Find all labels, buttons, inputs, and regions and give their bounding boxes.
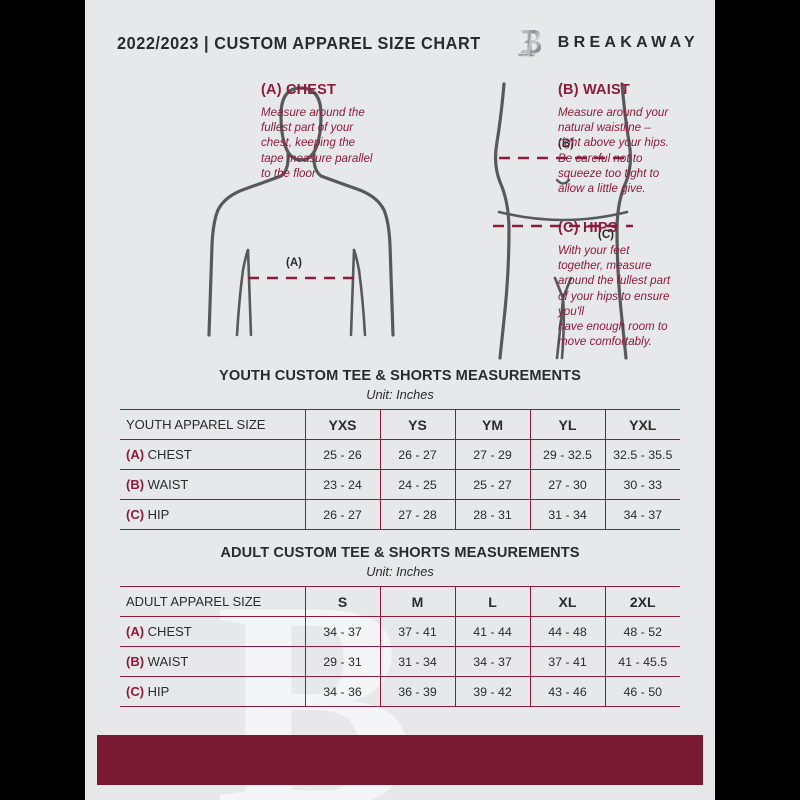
- youth-cell-0-2: 27 - 29: [454, 439, 531, 470]
- youth-row-name-1: WAIST: [147, 477, 189, 492]
- adult-cell-2-0: 34 - 36: [304, 676, 381, 707]
- youth-col-header-2: YM: [454, 409, 531, 440]
- adult-row-tag-1: (B): [126, 654, 145, 669]
- adult-table-header-row: ADULT APPAREL SIZE S M L XL 2XL: [120, 586, 680, 617]
- youth-col-header-1: YS: [379, 409, 456, 440]
- youth-row-tag-1: (B): [126, 477, 145, 492]
- youth-cell-0-1: 26 - 27: [379, 439, 456, 470]
- waist-line-label: (B): [558, 138, 574, 150]
- adult-cell-1-1: 31 - 34: [379, 646, 456, 677]
- adult-col-header-1: M: [379, 586, 456, 617]
- youth-cell-2-3: 31 - 34: [529, 499, 606, 530]
- adult-row-label-0: (A) CHEST: [120, 616, 306, 647]
- upper-body-figure: [207, 86, 395, 337]
- adult-cell-1-0: 29 - 31: [304, 646, 381, 677]
- breakaway-b-monogram-icon: [516, 30, 541, 57]
- table-row: (A) CHEST 25 - 26 26 - 27 27 - 29 29 - 3…: [120, 439, 680, 470]
- adult-cell-2-1: 36 - 39: [379, 676, 456, 707]
- adult-cell-0-4: 48 - 52: [604, 616, 680, 647]
- measurement-illustration: (A) (B) (C) (A) CHEST Measure around the…: [85, 70, 715, 360]
- youth-row-name-2: HIP: [147, 507, 170, 522]
- adult-cell-0-2: 41 - 44: [454, 616, 531, 647]
- youth-size-table-block: YOUTH CUSTOM TEE & SHORTS MEASUREMENTS U…: [120, 368, 680, 530]
- adult-row-header-label: ADULT APPAREL SIZE: [120, 586, 306, 617]
- youth-table-unit: Unit: Inches: [366, 387, 434, 402]
- adult-row-name-1: WAIST: [147, 654, 189, 669]
- youth-size-table: YOUTH APPAREL SIZE YXS YS YM YL YXL (A) …: [120, 409, 680, 530]
- youth-row-label-1: (B) WAIST: [120, 469, 306, 500]
- youth-table-header-row: YOUTH APPAREL SIZE YXS YS YM YL YXL: [120, 409, 680, 440]
- youth-cell-2-2: 28 - 31: [454, 499, 531, 530]
- adult-cell-2-4: 46 - 50: [604, 676, 680, 707]
- footer-bar: [97, 735, 703, 785]
- adult-size-table: ADULT APPAREL SIZE S M L XL 2XL (A) CHES…: [120, 586, 680, 707]
- adult-row-label-1: (B) WAIST: [120, 646, 306, 677]
- adult-row-name-2: HIP: [147, 684, 170, 699]
- adult-row-tag-2: (C): [126, 684, 145, 699]
- youth-row-label-0: (A) CHEST: [120, 439, 306, 470]
- callout-waist-text: Measure around your natural waistline – …: [558, 106, 669, 196]
- youth-row-header-label: YOUTH APPAREL SIZE: [120, 409, 306, 440]
- youth-row-tag-0: (A): [126, 447, 145, 462]
- brand-name: BREAKAWAY: [557, 34, 699, 51]
- callout-waist-title: (B) WAIST: [558, 82, 630, 98]
- adult-cell-1-3: 37 - 41: [529, 646, 606, 677]
- adult-cell-0-1: 37 - 41: [379, 616, 456, 647]
- adult-table-title: ADULT CUSTOM TEE & SHORTS MEASUREMENTS: [220, 545, 580, 561]
- adult-table-unit: Unit: Inches: [366, 564, 434, 579]
- youth-cell-2-1: 27 - 28: [379, 499, 456, 530]
- table-row: (C) HIP 26 - 27 27 - 28 28 - 31 31 - 34 …: [120, 499, 680, 530]
- adult-col-header-3: XL: [529, 586, 606, 617]
- chest-line-label: (A): [286, 257, 302, 269]
- youth-cell-0-4: 32.5 - 35.5: [604, 439, 680, 470]
- adult-cell-1-2: 34 - 37: [454, 646, 531, 677]
- hip-line-label: (C): [598, 229, 614, 241]
- youth-cell-0-3: 29 - 32.5: [529, 439, 606, 470]
- youth-col-header-0: YXS: [304, 409, 381, 440]
- adult-cell-2-2: 39 - 42: [454, 676, 531, 707]
- adult-row-label-2: (C) HIP: [120, 676, 306, 707]
- callout-hips-title: (C) HIPS: [558, 220, 618, 236]
- callout-chest-title: (A) CHEST: [261, 82, 337, 98]
- table-row: (A) CHEST 34 - 37 37 - 41 41 - 44 44 - 4…: [120, 616, 680, 647]
- callout-waist: (B) WAIST Measure around your natural wa…: [558, 82, 706, 196]
- size-chart-page: B 2022/2023 | CUSTOM APPAREL SIZE CHART …: [85, 0, 715, 800]
- youth-cell-2-4: 34 - 37: [604, 499, 680, 530]
- youth-col-header-3: YL: [529, 409, 606, 440]
- page-title: 2022/2023 | CUSTOM APPAREL SIZE CHART: [117, 32, 481, 53]
- youth-cell-1-1: 24 - 25: [379, 469, 456, 500]
- youth-col-header-4: YXL: [604, 409, 680, 440]
- youth-cell-1-2: 25 - 27: [454, 469, 531, 500]
- table-row: (B) WAIST 29 - 31 31 - 34 34 - 37 37 - 4…: [120, 646, 680, 677]
- adult-size-table-block: ADULT CUSTOM TEE & SHORTS MEASUREMENTS U…: [120, 545, 680, 707]
- youth-row-tag-2: (C): [126, 507, 145, 522]
- youth-row-label-2: (C) HIP: [120, 499, 306, 530]
- youth-table-title: YOUTH CUSTOM TEE & SHORTS MEASUREMENTS: [219, 368, 581, 384]
- youth-cell-1-0: 23 - 24: [304, 469, 381, 500]
- youth-cell-1-4: 30 - 33: [604, 469, 680, 500]
- youth-cell-2-0: 26 - 27: [304, 499, 381, 530]
- callout-hips: (C) HIPS With your feet together, measur…: [558, 220, 710, 349]
- adult-col-header-2: L: [454, 586, 531, 617]
- youth-cell-0-0: 25 - 26: [304, 439, 381, 470]
- body-figures: [207, 82, 633, 360]
- callout-hips-text: With your feet together, measure around …: [558, 244, 671, 349]
- brand-lockup: BREAKAWAY: [514, 27, 699, 59]
- adult-cell-0-3: 44 - 48: [529, 616, 606, 647]
- page-header: 2022/2023 | CUSTOM APPAREL SIZE CHART BR…: [85, 22, 715, 64]
- callout-chest-text: Measure around the fullest part of your …: [261, 106, 373, 180]
- adult-cell-2-3: 43 - 46: [529, 676, 606, 707]
- youth-cell-1-3: 27 - 30: [529, 469, 606, 500]
- adult-cell-1-4: 41 - 45.5: [604, 646, 680, 677]
- callout-chest: (A) CHEST Measure around the fullest par…: [261, 82, 421, 181]
- lower-body-figure: [493, 82, 633, 360]
- adult-col-header-0: S: [304, 586, 381, 617]
- table-row: (B) WAIST 23 - 24 24 - 25 25 - 27 27 - 3…: [120, 469, 680, 500]
- youth-row-name-0: CHEST: [147, 447, 192, 462]
- adult-row-name-0: CHEST: [147, 624, 192, 639]
- adult-cell-0-0: 34 - 37: [304, 616, 381, 647]
- adult-col-header-4: 2XL: [604, 586, 680, 617]
- adult-row-tag-0: (A): [126, 624, 145, 639]
- table-row: (C) HIP 34 - 36 36 - 39 39 - 42 43 - 46 …: [120, 676, 680, 707]
